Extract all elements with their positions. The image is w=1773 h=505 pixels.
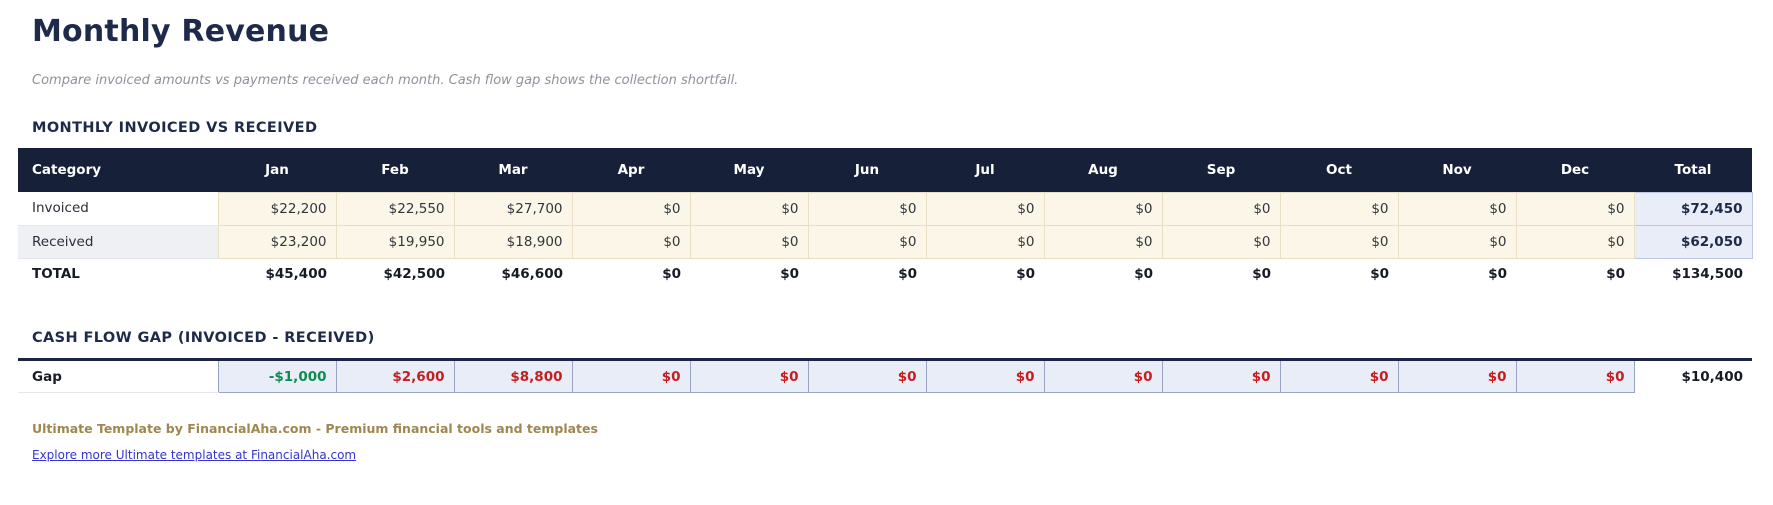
footer-link-row: Explore more Ultimate templates at Finan… [32,448,1773,462]
amount-cell: $0 [1043,191,1163,226]
table-body: Invoiced $22,200 $22,550 $27,700 $0 $0 $0 $0 $0 $… [18,191,1753,290]
table-header-row: Category Jan Feb Mar Apr May Jun Jul Aug Sep Oct No… [18,148,1752,192]
amount-cell: $22,550 [335,191,455,226]
amount-cell: $0 [1161,224,1281,259]
grand-amount-cell: $0 [572,257,690,290]
row-label-cell: Invoiced [18,192,218,226]
amount-cell: $0 [689,191,809,226]
gap-amount-cell: $0 [1043,359,1163,393]
month-header-cell: Jun [808,148,926,192]
table-row: Invoiced $22,200 $22,550 $27,700 $0 $0 $0 $0 $0 $… [18,191,1753,226]
amount-cell: $0 [571,224,691,259]
grand-amount-cell: $0 [808,257,926,290]
cash-flow-gap-table: Gap -$1,000 $2,600 $8,800 $0 $0 $0 $0 $0 $0 $0 $0 $0… [18,358,1752,393]
gap-amount-cell: $2,600 [335,359,455,393]
row-total-cell: $72,450 [1633,191,1753,226]
grand-total-row: TOTAL $45,400 $42,500 $46,600 $0 $0 $0 $0 $0 $0 $0… [18,257,1752,290]
table-row: Received $23,200 $19,950 $18,900 $0 $0 $0 $0 $0 $… [18,224,1753,259]
month-header-cell: Apr [572,148,690,192]
gap-amount-cell: $0 [1515,359,1635,393]
amount-cell: $0 [689,224,809,259]
page: Monthly Revenue Compare invoiced amounts… [0,14,1773,462]
page-subtitle: Compare invoiced amounts vs payments rec… [32,73,739,88]
month-header-cell: Dec [1516,148,1634,192]
amount-cell: $18,900 [453,224,573,259]
financialaha-link[interactable]: Explore more Ultimate templates at Finan… [32,448,357,462]
amount-cell: $0 [1279,224,1399,259]
gap-amount-cell: $0 [1161,359,1281,393]
gap-amount-cell: -$1,000 [217,359,337,393]
amount-cell: $0 [1161,191,1281,226]
footer-branding: Ultimate Template by FinancialAha.com - … [32,421,598,436]
row-total-cell: $62,050 [1633,224,1753,259]
amount-cell: $0 [925,224,1045,259]
row-label-cell: Received [18,225,218,259]
amount-cell: $0 [1397,191,1517,226]
monthly-revenue-table: Category Jan Feb Mar Apr May Jun Jul Aug Sep Oct No… [18,148,1753,290]
amount-cell: $0 [571,191,691,226]
section-title-cash-flow-gap: CASH FLOW GAP (INVOICED - RECEIVED) [32,330,375,346]
month-header-cell: Sep [1162,148,1280,192]
month-header-cell: Feb [336,148,454,192]
grand-amount-cell: $0 [1044,257,1162,290]
month-header-cell: Jul [926,148,1044,192]
amount-cell: $19,950 [335,224,455,259]
gap-amount-cell: $8,800 [453,359,573,393]
amount-cell: $0 [1515,191,1635,226]
gap-amount-cell: $0 [689,359,809,393]
amount-cell: $0 [807,191,927,226]
total-header-cell: Total [1634,148,1752,192]
amount-cell: $22,200 [217,191,337,226]
grand-amount-cell: $0 [1516,257,1634,290]
gap-amount-cell: $0 [571,359,691,393]
gap-amount-cell: $0 [807,359,927,393]
grand-amount-cell: $0 [690,257,808,290]
grand-amount-cell: $45,400 [218,257,336,290]
month-header-cell: Oct [1280,148,1398,192]
month-header-cell: Nov [1398,148,1516,192]
gap-label-cell: Gap [18,359,218,393]
grand-total-label-cell: TOTAL [18,257,218,290]
grand-amount-cell: $0 [1162,257,1280,290]
month-header-cell: Aug [1044,148,1162,192]
amount-cell: $0 [1515,224,1635,259]
grand-amount-cell: $0 [1398,257,1516,290]
page-title: Monthly Revenue [32,14,330,49]
gap-total-cell: $10,400 [1634,359,1752,393]
grand-amount-cell: $46,600 [454,257,572,290]
category-header-cell: Category [18,148,218,192]
amount-cell: $23,200 [217,224,337,259]
month-header-cell: Jan [218,148,336,192]
amount-cell: $0 [1397,224,1517,259]
gap-table-body: Gap -$1,000 $2,600 $8,800 $0 $0 $0 $0 $0 $0 $0 $0 $0… [18,359,1752,393]
month-header-cell: Mar [454,148,572,192]
amount-cell: $0 [1043,224,1163,259]
amount-cell: $0 [807,224,927,259]
grand-total-cell: $134,500 [1634,257,1752,290]
amount-cell: $0 [925,191,1045,226]
amount-cell: $27,700 [453,191,573,226]
month-header-cell: May [690,148,808,192]
gap-amount-cell: $0 [1397,359,1517,393]
section-title-invoiced-vs-received: MONTHLY INVOICED VS RECEIVED [32,120,318,136]
grand-amount-cell: $42,500 [336,257,454,290]
gap-amount-cell: $0 [925,359,1045,393]
gap-amount-cell: $0 [1279,359,1399,393]
gap-row: Gap -$1,000 $2,600 $8,800 $0 $0 $0 $0 $0 $0 $0 $0 $0… [18,359,1752,393]
amount-cell: $0 [1279,191,1399,226]
grand-amount-cell: $0 [1280,257,1398,290]
grand-amount-cell: $0 [926,257,1044,290]
